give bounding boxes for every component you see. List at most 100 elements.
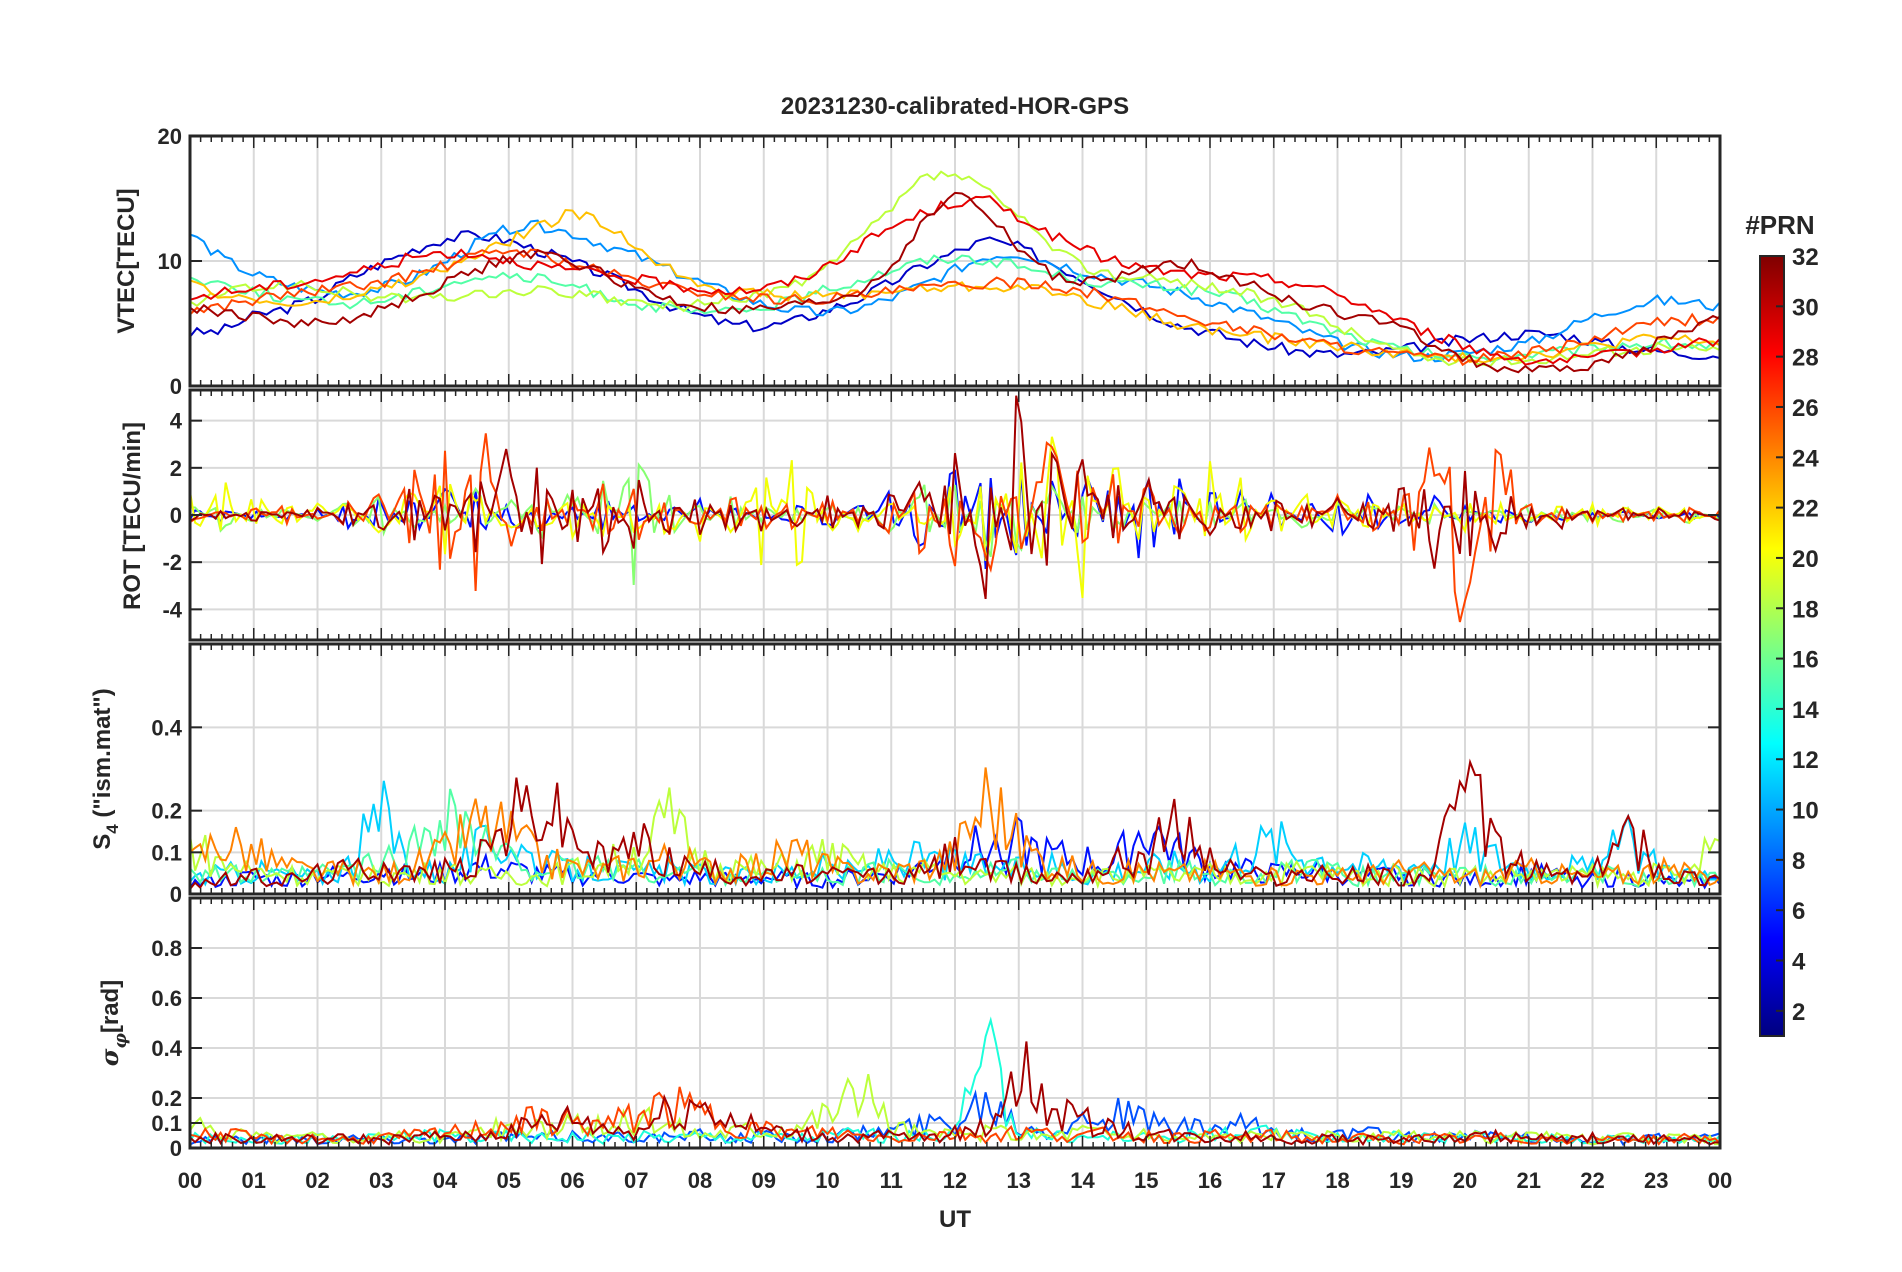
vtec-y-tick-label: 0 bbox=[170, 374, 182, 399]
x-tick-label: 00 bbox=[1708, 1168, 1732, 1193]
x-tick-labels: 00 01 02 03 04 05 06 07 08 09 10 11 12 13 14 15 16 17 18 19… bbox=[178, 1168, 1732, 1193]
colorbar-tick-label: 26 bbox=[1792, 395, 1819, 422]
sigma-phi-y-tick-label: 0 bbox=[170, 1136, 182, 1161]
vtec-series-prn-2 bbox=[189, 230, 1721, 361]
x-tick-label: 21 bbox=[1517, 1168, 1541, 1193]
colorbar-tick-label: 20 bbox=[1792, 546, 1819, 573]
sigma-phi-y-tick-label: 0.2 bbox=[151, 1086, 182, 1111]
sigma-label-main: σ bbox=[95, 1048, 124, 1066]
sigma-label-suffix: [rad] bbox=[97, 980, 124, 1033]
s4-panel: 0 0.1 0.2 0.4 S4 ("ism.mat") bbox=[89, 642, 1722, 907]
colorbar-tick-label: 8 bbox=[1792, 848, 1805, 875]
x-tick-label: 23 bbox=[1644, 1168, 1668, 1193]
sigma-phi-y-tick-labels: 00.10.2 0.4 0.6 0.8 bbox=[151, 936, 182, 1161]
x-tick-label: 04 bbox=[433, 1168, 458, 1193]
x-tick-label: 18 bbox=[1325, 1168, 1349, 1193]
x-tick-label: 08 bbox=[688, 1168, 712, 1193]
vtec-series-prn-29 bbox=[189, 195, 1721, 366]
colorbar-tick-label: 12 bbox=[1792, 747, 1819, 774]
vtec-y-tick-labels: 0 10 20 bbox=[158, 124, 182, 399]
colorbar-tick-label: 18 bbox=[1792, 596, 1819, 623]
x-tick-label: 11 bbox=[880, 1168, 903, 1193]
rot-y-tick-label: 4 bbox=[170, 409, 183, 434]
x-axis-label: UT bbox=[939, 1206, 971, 1233]
rot-y-tick-labels: -4 -2 0 2 4 bbox=[162, 409, 182, 623]
rot-series bbox=[189, 395, 1721, 623]
vtec-panel: 0 10 20 VTEC[TECU] bbox=[113, 124, 1722, 399]
rot-series-prn-16 bbox=[189, 461, 1721, 585]
colorbar-tick-label: 2 bbox=[1792, 999, 1805, 1026]
rot-y-tick-label: 2 bbox=[170, 456, 182, 481]
sigma-phi-y-tick-label: 0.6 bbox=[151, 986, 182, 1011]
s4-y-axis-label: S4 ("ism.mat") bbox=[89, 688, 122, 850]
vtec-series-prn-26 bbox=[189, 248, 1721, 367]
colorbar-tick-label: 6 bbox=[1792, 898, 1805, 925]
x-tick-label: 15 bbox=[1134, 1168, 1158, 1193]
s4-series-prn-14 bbox=[189, 788, 1721, 889]
colorbar-tick-label: 10 bbox=[1792, 798, 1819, 825]
s4-axes-frame bbox=[188, 642, 1722, 896]
rot-y-tick-label: 0 bbox=[170, 503, 182, 528]
x-tick-label: 06 bbox=[560, 1168, 584, 1193]
rot-panel: -4 -2 0 2 4 ROT [TECU/min] bbox=[119, 388, 1722, 642]
s4-series-prn-24 bbox=[189, 767, 1721, 889]
s4-y-tick-label: 0.1 bbox=[151, 840, 182, 865]
colorbar-tick-label: 28 bbox=[1792, 345, 1819, 372]
x-tick-label: 09 bbox=[752, 1168, 776, 1193]
colorbar-tick-label: 16 bbox=[1792, 647, 1819, 674]
vtec-y-axis-label: VTEC[TECU] bbox=[113, 188, 140, 333]
rot-series-prn-27 bbox=[189, 433, 1721, 623]
s4-y-tick-label: 0 bbox=[170, 882, 182, 907]
s4-label-suffix: ("ism.mat") bbox=[89, 688, 116, 824]
x-tick-label: 12 bbox=[943, 1168, 967, 1193]
x-tick-label: 19 bbox=[1389, 1168, 1413, 1193]
rot-series-prn-31 bbox=[189, 395, 1721, 600]
sigma-label-subscript: φ bbox=[111, 1033, 131, 1049]
s4-series-prn-30 bbox=[189, 758, 1721, 890]
rot-series-prn-21 bbox=[189, 436, 1721, 599]
x-tick-label: 03 bbox=[369, 1168, 393, 1193]
x-tick-label: 14 bbox=[1070, 1168, 1095, 1193]
vtec-series-prn-31 bbox=[189, 191, 1721, 374]
x-tick-label: 07 bbox=[624, 1168, 648, 1193]
colorbar-tick-label: 14 bbox=[1792, 697, 1819, 724]
vtec-series-prn-14 bbox=[189, 254, 1721, 363]
x-tick-label: 05 bbox=[497, 1168, 521, 1193]
s4-label-subscript: 4 bbox=[103, 824, 122, 834]
x-tick-label: 20 bbox=[1453, 1168, 1477, 1193]
sigma-phi-grid bbox=[190, 898, 1720, 1148]
x-tick-label: 10 bbox=[815, 1168, 839, 1193]
sigma-phi-y-tick-label: 0.4 bbox=[151, 1036, 182, 1061]
x-tick-label: 17 bbox=[1262, 1168, 1286, 1193]
vtec-series-prn-22 bbox=[189, 208, 1721, 364]
rot-y-axis-label: ROT [TECU/min] bbox=[119, 422, 146, 610]
chart-title: 20231230-calibrated-HOR-GPS bbox=[781, 93, 1129, 120]
colorbar-gradient bbox=[1759, 255, 1785, 1037]
colorbar-tick-label: 32 bbox=[1792, 244, 1819, 271]
s4-y-tick-label: 0.4 bbox=[151, 715, 182, 740]
sigma-phi-panel: 00.10.2 0.4 0.6 0.8 σφ[rad] bbox=[95, 896, 1722, 1161]
colorbar-tick-label: 24 bbox=[1792, 445, 1819, 472]
colorbar-title: #PRN bbox=[1745, 210, 1814, 240]
x-tick-label: 22 bbox=[1580, 1168, 1604, 1193]
sigma-phi-y-tick-label: 0.1 bbox=[151, 1111, 182, 1136]
s4-y-tick-label: 0.2 bbox=[151, 799, 182, 824]
rot-y-tick-label: -2 bbox=[162, 550, 182, 575]
colorbar-tick-label: 30 bbox=[1792, 294, 1819, 321]
x-tick-label: 02 bbox=[305, 1168, 329, 1193]
rot-y-tick-label: -4 bbox=[162, 597, 182, 622]
colorbar-tick-label: 4 bbox=[1792, 949, 1806, 976]
vtec-series bbox=[189, 170, 1721, 374]
sigma-phi-y-tick-label: 0.8 bbox=[151, 936, 182, 961]
vtec-y-tick-label: 10 bbox=[158, 249, 182, 274]
s4-label-main: S bbox=[89, 834, 116, 850]
s4-y-tick-labels: 0 0.1 0.2 0.4 bbox=[151, 715, 182, 907]
x-tick-label: 13 bbox=[1007, 1168, 1031, 1193]
rot-axes-frame bbox=[188, 388, 1722, 642]
x-tick-label: 00 bbox=[178, 1168, 202, 1193]
sigma-phi-y-axis-label: σφ[rad] bbox=[95, 980, 131, 1066]
vtec-series-prn-8 bbox=[189, 219, 1721, 363]
